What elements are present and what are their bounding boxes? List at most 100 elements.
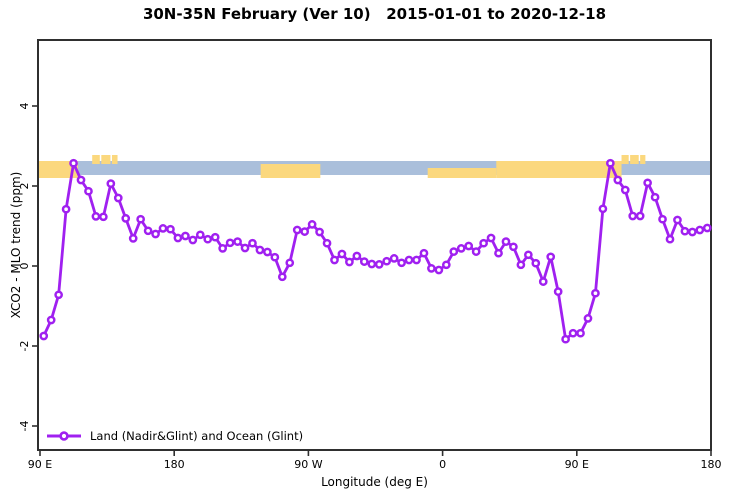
legend-marker-icon <box>47 431 81 441</box>
x-tick-label: 0 <box>439 458 446 471</box>
legend-label: Land (Nadir&Glint) and Ocean (Glint) <box>90 429 304 443</box>
data-point <box>143 226 153 236</box>
data-point <box>516 260 526 270</box>
data-point <box>69 158 78 168</box>
data-point <box>695 225 705 235</box>
data-point <box>322 238 332 248</box>
data-point <box>635 211 645 221</box>
y-tick-label: -2 <box>18 341 31 352</box>
data-point <box>203 234 213 244</box>
data-point <box>352 251 362 261</box>
data-point <box>173 233 183 243</box>
data-point <box>509 242 518 252</box>
data-point <box>374 260 384 269</box>
data-point <box>270 252 280 262</box>
data-point <box>91 212 101 221</box>
data-point <box>643 178 652 188</box>
data-point <box>345 257 354 267</box>
data-point <box>166 224 175 234</box>
x-tick-label: 90 E <box>565 458 589 471</box>
data-point <box>501 237 511 246</box>
data-point <box>113 193 123 203</box>
y-axis-label: XCO2 - MLO trend (ppm) <box>9 171 23 319</box>
data-point <box>404 255 414 265</box>
data-point <box>561 334 570 344</box>
data-point <box>367 259 377 269</box>
map-strip-land <box>39 161 79 178</box>
x-tick-label: 90 W <box>294 458 322 471</box>
legend: Land (Nadir&Glint) and Ocean (Glint) <box>45 428 303 444</box>
data-point <box>471 247 481 256</box>
x-axis-label: Longitude (deg E) <box>321 475 428 489</box>
data-point <box>591 288 600 298</box>
data-point <box>449 247 459 256</box>
data-point <box>382 256 392 266</box>
data-point <box>389 254 399 263</box>
data-point <box>158 224 168 233</box>
data-point <box>538 277 548 286</box>
data-point <box>583 314 593 323</box>
data-point <box>277 272 287 282</box>
data-point <box>136 214 145 224</box>
data-point <box>456 244 466 253</box>
y-tick-label: -4 <box>18 421 31 432</box>
data-point <box>650 192 660 202</box>
map-strip-land <box>496 161 622 178</box>
map-strip-land <box>621 155 629 164</box>
map-strip-land <box>92 155 100 164</box>
data-point <box>419 248 429 258</box>
data-point <box>553 287 563 296</box>
data-point <box>680 226 690 236</box>
data-point <box>628 211 638 221</box>
data-point <box>233 237 242 246</box>
chart-title: 30N-35N February (Ver 10) 2015-01-01 to … <box>142 5 607 23</box>
data-point <box>479 238 488 248</box>
data-point <box>225 238 235 248</box>
data-point <box>620 185 630 195</box>
data-point <box>523 250 533 260</box>
map-strip-land <box>111 155 118 164</box>
data-point <box>486 233 496 243</box>
data-point <box>576 328 585 338</box>
map-strip-land <box>640 155 646 164</box>
data-point <box>702 223 712 233</box>
x-tick-label: 90 E <box>28 458 52 471</box>
x-tick-label: 180 <box>701 458 722 471</box>
data-point <box>84 186 93 196</box>
data-point <box>658 214 667 224</box>
data-point <box>464 241 474 251</box>
data-point <box>673 215 682 225</box>
data-point <box>300 227 310 236</box>
data-point <box>434 265 444 275</box>
map-strip-land <box>427 168 497 178</box>
y-tick-label: 0 <box>18 263 31 270</box>
data-point <box>568 328 578 338</box>
data-point <box>285 258 295 268</box>
data-point <box>210 232 220 242</box>
data-point <box>441 260 451 270</box>
data-point <box>61 204 71 214</box>
x-tick-label: 180 <box>164 458 185 471</box>
data-point <box>181 231 190 241</box>
data-point <box>427 264 436 273</box>
data-point <box>606 158 615 168</box>
data-point <box>665 234 675 244</box>
y-tick-label: 2 <box>18 183 31 190</box>
data-point <box>531 258 541 268</box>
data-point <box>292 225 302 235</box>
data-point <box>240 243 250 253</box>
y-tick-label: 4 <box>18 103 31 110</box>
data-point <box>397 258 406 268</box>
data-point <box>39 331 49 341</box>
data-point <box>99 212 108 222</box>
data-point <box>546 252 556 262</box>
plot-box <box>37 39 712 451</box>
data-point <box>494 248 503 258</box>
map-strip-land <box>630 155 639 164</box>
data-point <box>263 247 272 257</box>
data-point <box>330 255 339 265</box>
data-point <box>151 229 160 239</box>
data-point <box>195 230 205 240</box>
data-point <box>106 179 116 188</box>
